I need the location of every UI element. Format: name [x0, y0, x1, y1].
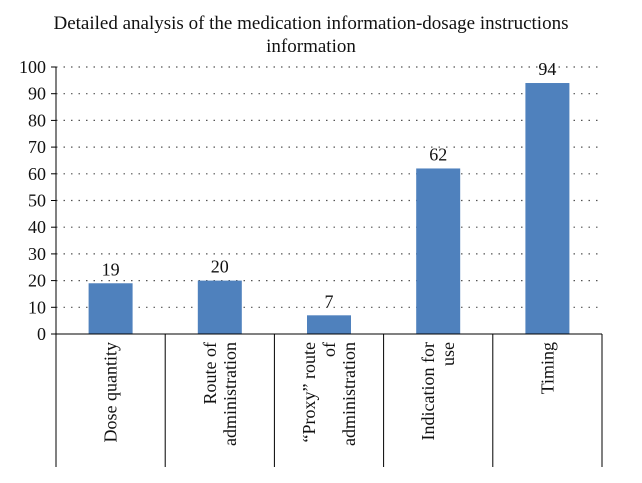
- chart-title-line-2: information: [266, 36, 356, 57]
- y-tick-label: 30: [28, 244, 46, 264]
- data-label: 94: [538, 59, 556, 79]
- x-category-label: Indication for use: [418, 342, 458, 440]
- y-tick-label: 20: [28, 271, 46, 291]
- data-label: 62: [429, 144, 447, 164]
- y-tick-label: 100: [19, 57, 46, 77]
- x-category-label: Dose quantity: [101, 342, 121, 443]
- bar: [525, 83, 570, 335]
- x-category-label-line: administration: [339, 342, 359, 446]
- y-axis: 0 10 20 30 40 50 60 70 80 90 100: [19, 57, 57, 344]
- bar: [307, 315, 351, 334]
- y-tick-label: 40: [28, 217, 46, 237]
- y-tick-label: 90: [28, 84, 46, 104]
- x-category-label: “Proxy” route of administration: [299, 342, 359, 446]
- x-category-label-line: Timing: [537, 342, 557, 394]
- data-label: 19: [102, 259, 120, 279]
- x-category-label-line: Indication for: [418, 342, 438, 440]
- x-category-label-line: “Proxy” route: [299, 342, 319, 442]
- x-category-label-line: Route of: [200, 342, 220, 405]
- bars: [88, 83, 570, 335]
- x-category-label-line: administration: [220, 342, 240, 446]
- y-tick-label: 10: [28, 297, 46, 317]
- y-tick-label: 60: [28, 164, 46, 184]
- x-category-label-line: Dose quantity: [101, 342, 121, 443]
- x-category-label: Route of administration: [200, 342, 240, 446]
- y-tick-label: 70: [28, 137, 46, 157]
- y-tick-label: 50: [28, 191, 46, 211]
- y-tick-label: 80: [28, 110, 46, 130]
- gridlines: [56, 66, 602, 308]
- y-tick-label: 0: [37, 324, 46, 344]
- x-category-label: Timing: [537, 342, 557, 394]
- bar: [197, 280, 242, 334]
- x-category-label-line: use: [438, 342, 458, 366]
- data-label: 7: [325, 291, 334, 311]
- data-labels: 19 20 7 62 94: [102, 59, 557, 311]
- x-category-label-line: of: [319, 342, 339, 357]
- x-axis: Dose quantity Route of administration “Prox…: [55, 333, 603, 467]
- chart-title-line-1: Detailed analysis of the medication info…: [54, 13, 569, 34]
- data-label: 20: [211, 257, 229, 277]
- bar: [416, 168, 461, 334]
- bar: [88, 283, 133, 334]
